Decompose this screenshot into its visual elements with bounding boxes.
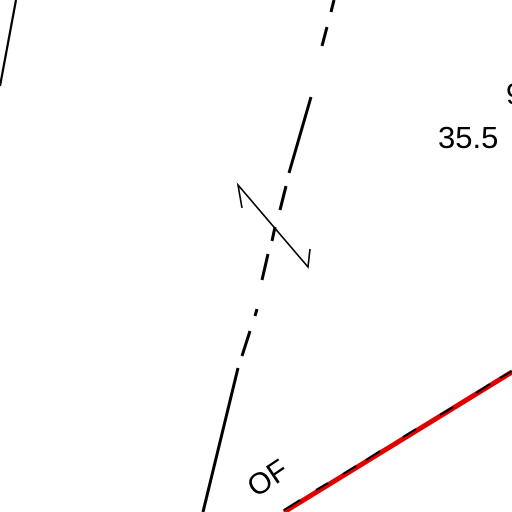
red-property-boundary (282, 369, 512, 512)
zigzag-break-icon (236, 182, 311, 269)
centerline-dashed (201, 0, 336, 512)
boundary-line-left (0, 0, 18, 87)
dimension-label: 35.5 (438, 120, 498, 155)
road-label: OF (241, 453, 294, 504)
clipped-glyph-label: 9 (506, 78, 512, 111)
